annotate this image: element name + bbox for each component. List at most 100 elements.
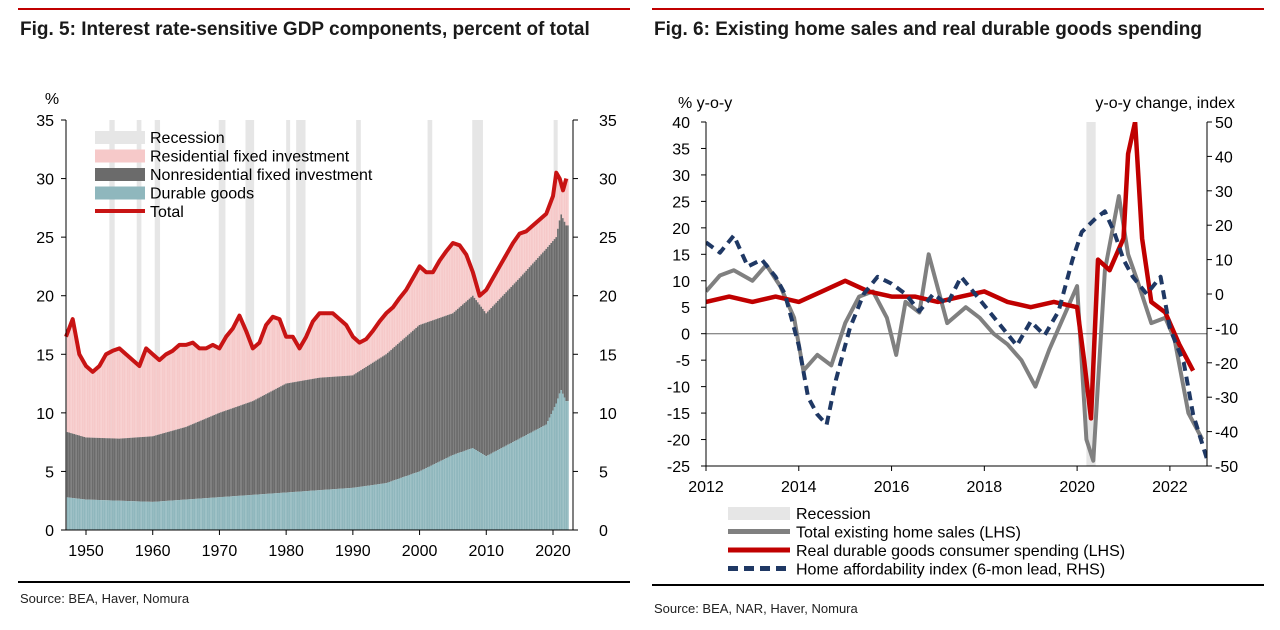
durable-bar (487, 455, 489, 530)
durable-bar (483, 455, 486, 530)
residential-bar (190, 343, 192, 425)
residential-bar (548, 204, 551, 245)
nonresidential-bar (78, 435, 81, 499)
residential-bar (160, 358, 162, 434)
nonresidential-bar (80, 435, 82, 499)
durable-bar (485, 456, 487, 530)
durable-bar (141, 501, 144, 530)
y-tick-label-left: 5 (45, 464, 54, 481)
residential-bar (378, 321, 381, 359)
y-tick-label-right: 0 (599, 523, 608, 540)
x-tick-label: 2020 (535, 543, 571, 560)
nonresidential-bar (435, 319, 437, 464)
nonresidential-bar (401, 339, 404, 478)
legend-swatch (95, 131, 145, 144)
residential-bar (310, 325, 312, 380)
durable-bar (281, 492, 284, 530)
nonresidential-bar (105, 438, 107, 501)
durable-bar (128, 501, 131, 530)
residential-bar (475, 284, 477, 301)
residential-bar (325, 313, 327, 378)
durable-bar (190, 499, 192, 530)
nonresidential-bar (341, 376, 344, 489)
y-tick-label-left: 20 (672, 221, 690, 238)
y-tick-label-right: -30 (1215, 390, 1238, 407)
nonresidential-bar (562, 218, 564, 394)
x-tick-label: 2000 (402, 543, 438, 560)
residential-bar (413, 275, 416, 330)
residential-bar (183, 344, 186, 428)
nonresidential-bar (502, 295, 504, 448)
durable-spending-line (706, 122, 1196, 421)
nonresidential-bar (355, 373, 357, 488)
durable-bar (148, 501, 151, 530)
residential-bar (505, 254, 507, 293)
durable-bar (448, 456, 451, 530)
durable-bar (535, 429, 538, 530)
durable-bar (390, 481, 392, 530)
y-tick-label-left: -5 (676, 353, 690, 370)
residential-bar (323, 313, 326, 378)
residential-bar (400, 296, 402, 342)
nonresidential-bar (226, 409, 229, 497)
durable-bar (171, 500, 174, 530)
residential-bar (230, 330, 232, 409)
nonresidential-bar (251, 401, 254, 495)
legend-label: Recession (796, 506, 871, 523)
residential-bar (101, 360, 104, 439)
residential-bar (150, 352, 152, 437)
nonresidential-bar (480, 306, 482, 454)
durable-bar (447, 457, 449, 530)
nonresidential-bar (485, 313, 487, 457)
nonresidential-bar (525, 270, 528, 436)
residential-bar (523, 231, 526, 273)
durable-bar (406, 475, 409, 530)
nonresidential-bar (507, 290, 509, 445)
durable-bar (500, 448, 502, 530)
durable-bar (100, 500, 102, 530)
residential-bar (158, 360, 161, 435)
durable-bar (373, 484, 376, 530)
nonresidential-bar (326, 377, 329, 490)
nonresidential-bar (206, 417, 209, 499)
nonresidential-bar (465, 301, 467, 451)
nonresidential-bar (291, 382, 294, 493)
nonresidential-bar (315, 378, 317, 491)
durable-bar (198, 498, 201, 530)
durable-bar (562, 393, 564, 530)
y-tick-label-left: 5 (681, 300, 690, 317)
x-tick-label: 2018 (967, 479, 1003, 496)
residential-bar (515, 238, 517, 282)
residential-bar (145, 348, 147, 437)
fig5-title: Fig. 5: Interest rate-sensitive GDP comp… (20, 19, 590, 40)
x-tick-label: 1990 (335, 543, 371, 560)
y-tick-label-right: -10 (1215, 321, 1238, 338)
nonresidential-bar (343, 375, 346, 489)
durable-bar (221, 496, 224, 530)
durable-bar (273, 493, 276, 530)
nonresidential-bar (188, 425, 191, 500)
residential-bar (510, 245, 512, 287)
durable-bar (205, 498, 207, 530)
durable-bar (470, 448, 472, 530)
y-tick-label-right: -50 (1215, 459, 1238, 476)
residential-bar (478, 295, 481, 305)
nonresidential-bar (542, 252, 544, 427)
nonresidential-bar (215, 414, 217, 498)
nonresidential-bar (385, 354, 387, 484)
nonresidential-bar (288, 382, 291, 493)
residential-bar (263, 329, 266, 395)
durable-bar (350, 487, 352, 530)
residential-bar (423, 270, 426, 324)
nonresidential-bar (83, 436, 86, 500)
y-tick-label-right: -40 (1215, 425, 1238, 442)
durable-bar (341, 488, 344, 530)
nonresidential-bar (330, 376, 332, 490)
durable-bar (140, 501, 142, 530)
legend-label: Total existing home sales (LHS) (796, 525, 1021, 542)
recession-band (109, 120, 115, 530)
residential-bar (487, 286, 489, 312)
durable-bar (146, 501, 149, 530)
durable-bar (453, 454, 456, 530)
residential-bar (438, 260, 441, 318)
